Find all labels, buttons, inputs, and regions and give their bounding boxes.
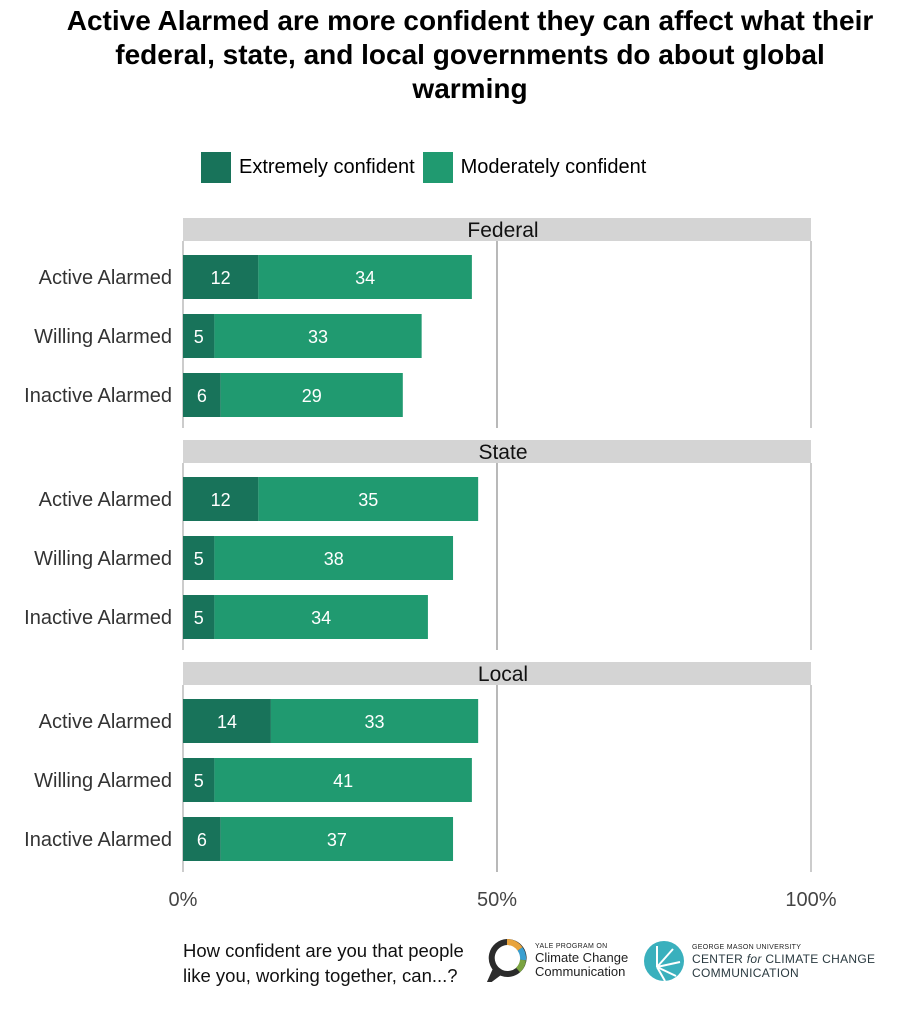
bar-label-federal-active-alarmed-extremely: 12 xyxy=(211,268,231,288)
yale-line-1: Climate Change xyxy=(535,949,629,965)
category-label-federal-active-alarmed: Active Alarmed xyxy=(39,267,172,289)
bar-label-federal-inactive-alarmed-moderately: 29 xyxy=(302,386,322,406)
bar-label-federal-active-alarmed-moderately: 34 xyxy=(355,268,375,288)
yale-speech-bubble-icon xyxy=(487,938,527,982)
yale-small-text: YALE PROGRAM ON xyxy=(535,942,608,950)
category-label-state-active-alarmed: Active Alarmed xyxy=(39,489,172,511)
gmu-line-1: CENTER for CLIMATE CHANGE xyxy=(692,952,875,966)
bar-label-local-active-alarmed-extremely: 14 xyxy=(217,712,237,732)
bar-label-federal-willing-alarmed-moderately: 33 xyxy=(308,327,328,347)
bar-label-local-inactive-alarmed-extremely: 6 xyxy=(197,830,207,850)
category-label-state-willing-alarmed: Willing Alarmed xyxy=(34,548,172,570)
legend: Extremely confident Moderately confident xyxy=(201,152,654,183)
bar-state-active-alarmed-moderately xyxy=(258,477,479,521)
facet-strip-local xyxy=(183,662,811,685)
bar-local-inactive-alarmed-moderately xyxy=(220,817,454,861)
category-label-state-inactive-alarmed: Inactive Alarmed xyxy=(24,607,172,629)
bar-state-active-alarmed-extremely xyxy=(183,477,259,521)
bar-label-state-active-alarmed-moderately: 35 xyxy=(358,490,378,510)
bar-label-federal-inactive-alarmed-extremely: 6 xyxy=(197,386,207,406)
bar-federal-inactive-alarmed-extremely xyxy=(183,373,221,417)
bar-label-state-inactive-alarmed-moderately: 34 xyxy=(311,608,331,628)
yale-logo: YALE PROGRAM ON Climate Change Communica… xyxy=(487,938,628,982)
bar-label-state-inactive-alarmed-extremely: 5 xyxy=(194,608,204,628)
gmu-line-1-b: for xyxy=(746,951,762,966)
facet-strip-state xyxy=(183,440,811,463)
x-tick-label-2: 100% xyxy=(785,889,836,911)
yale-line-2: Communication xyxy=(535,963,626,979)
bar-local-willing-alarmed-extremely xyxy=(183,758,215,802)
facet-label-state: State xyxy=(478,441,527,464)
question-footnote: How confident are you that people like y… xyxy=(183,940,464,986)
bar-state-inactive-alarmed-moderately xyxy=(214,595,428,639)
gmu-starburst-icon xyxy=(644,941,684,982)
bar-label-local-willing-alarmed-extremely: 5 xyxy=(194,771,204,791)
category-label-local-active-alarmed: Active Alarmed xyxy=(39,711,172,733)
legend-swatch-extremely xyxy=(201,152,231,183)
category-label-federal-willing-alarmed: Willing Alarmed xyxy=(34,326,172,348)
legend-swatch-moderately xyxy=(422,152,453,183)
bar-label-state-willing-alarmed-moderately: 38 xyxy=(324,549,344,569)
chart-title: Active Alarmed are more confident they c… xyxy=(66,5,874,104)
bar-local-willing-alarmed-moderately xyxy=(214,758,472,802)
legend-label-extremely: Extremely confident xyxy=(239,156,415,178)
bar-state-willing-alarmed-moderately xyxy=(214,536,454,580)
bar-state-willing-alarmed-extremely xyxy=(183,536,215,580)
x-tick-label-1: 50% xyxy=(477,889,517,911)
bar-federal-active-alarmed-extremely xyxy=(183,255,259,299)
legend-item-moderately: Moderately confident xyxy=(422,152,647,183)
bar-label-state-active-alarmed-extremely: 12 xyxy=(211,490,231,510)
bar-federal-willing-alarmed-moderately xyxy=(214,314,422,358)
category-label-federal-inactive-alarmed: Inactive Alarmed xyxy=(24,385,172,407)
gmu-logo: GEORGE MASON UNIVERSITY CENTER for CLIMA… xyxy=(643,940,875,982)
bar-label-state-willing-alarmed-extremely: 5 xyxy=(194,549,204,569)
gmu-small-text: GEORGE MASON UNIVERSITY xyxy=(692,943,802,951)
legend-label-moderately: Moderately confident xyxy=(460,156,647,178)
bar-federal-willing-alarmed-extremely xyxy=(183,314,215,358)
bar-local-active-alarmed-moderately xyxy=(270,699,479,743)
category-label-local-willing-alarmed: Willing Alarmed xyxy=(34,770,172,792)
x-tick-label-0: 0% xyxy=(169,889,198,911)
bar-state-inactive-alarmed-extremely xyxy=(183,595,215,639)
legend-item-extremely: Extremely confident xyxy=(201,152,415,183)
bar-federal-active-alarmed-moderately xyxy=(258,255,472,299)
facet-label-federal: Federal xyxy=(467,219,538,242)
gmu-line-1-a: CENTER xyxy=(692,951,747,966)
bar-local-inactive-alarmed-extremely xyxy=(183,817,221,861)
gmu-line-1-c: CLIMATE CHANGE xyxy=(761,951,876,966)
bar-local-active-alarmed-extremely xyxy=(183,699,271,743)
bar-federal-inactive-alarmed-moderately xyxy=(220,373,403,417)
bar-label-local-willing-alarmed-moderately: 41 xyxy=(333,771,353,791)
gmu-line-2: COMMUNICATION xyxy=(692,965,800,980)
category-label-local-inactive-alarmed: Inactive Alarmed xyxy=(24,829,172,851)
facet-strip-federal xyxy=(183,218,811,241)
bar-label-federal-willing-alarmed-extremely: 5 xyxy=(194,327,204,347)
bar-label-local-inactive-alarmed-moderately: 37 xyxy=(327,830,347,850)
bar-label-local-active-alarmed-moderately: 33 xyxy=(365,712,385,732)
facet-label-local: Local xyxy=(478,663,528,686)
